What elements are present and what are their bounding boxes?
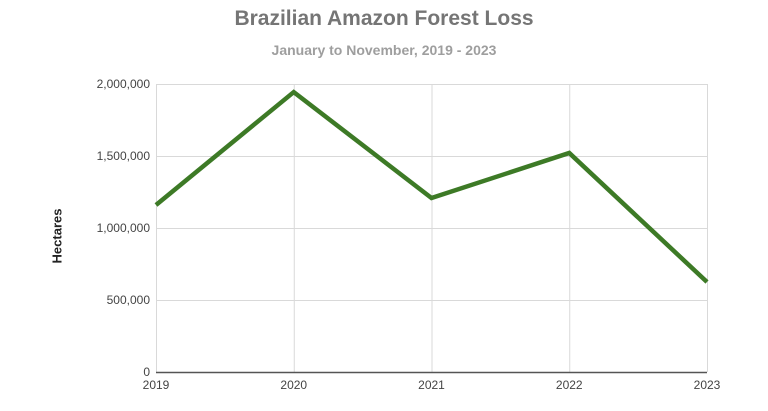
x-tick-label: 2023 — [693, 378, 721, 392]
data-line — [154, 89, 709, 284]
chart-title: Brazilian Amazon Forest Loss — [234, 7, 534, 30]
y-tick-label: 0 — [143, 365, 150, 379]
x-tick-label: 2019 — [142, 378, 170, 392]
y-tick-label: 500,000 — [106, 293, 150, 307]
x-tick-label: 2022 — [555, 378, 583, 392]
x-tick-label: 2020 — [280, 378, 308, 392]
chart-subtitle: January to November, 2019 - 2023 — [271, 42, 497, 58]
gridlines — [156, 84, 708, 372]
y-tick-label: 2,000,000 — [96, 77, 150, 91]
x-tick-label: 2021 — [418, 378, 445, 392]
y-tick-label: 1,500,000 — [96, 149, 150, 163]
y-tick-label: 1,000,000 — [96, 221, 150, 235]
